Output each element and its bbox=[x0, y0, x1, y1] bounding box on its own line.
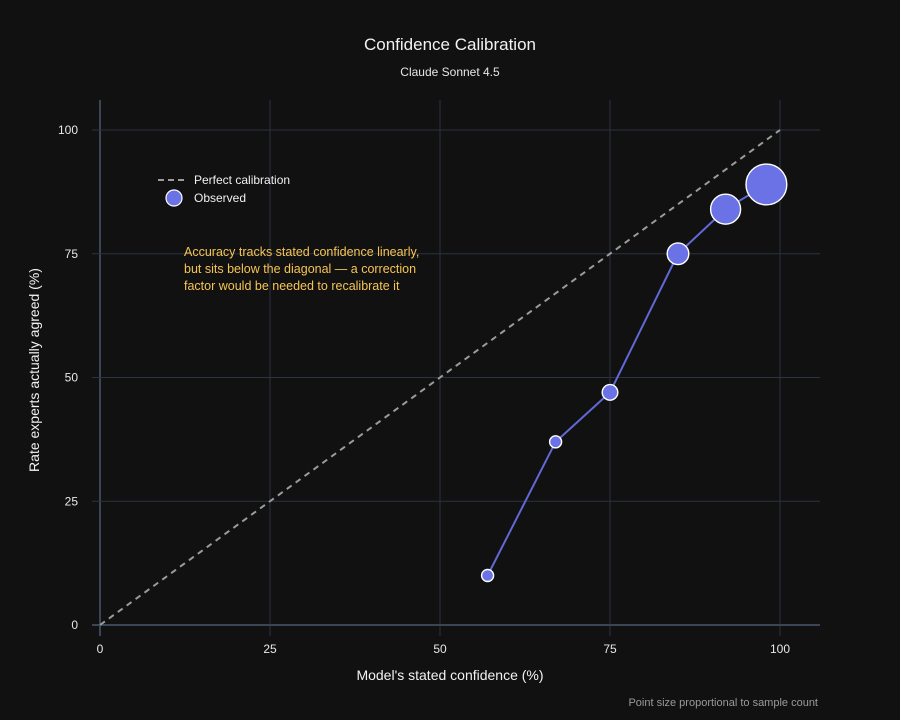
x-tick-label: 100 bbox=[770, 642, 790, 656]
legend-observed-swatch bbox=[165, 189, 183, 207]
legend-label-perfect: Perfect calibration bbox=[194, 173, 290, 187]
observed-point bbox=[745, 163, 788, 206]
x-tick-label: 50 bbox=[433, 642, 447, 656]
observed-point bbox=[709, 193, 742, 225]
legend: Perfect calibration Observed bbox=[158, 173, 290, 207]
observed-point bbox=[601, 383, 619, 401]
chart-title: Confidence Calibration bbox=[364, 35, 536, 54]
y-tick-label: 75 bbox=[65, 247, 79, 261]
annotation-line-2: but sits below the diagonal — a correcti… bbox=[184, 262, 416, 276]
footnote: Point size proportional to sample count bbox=[628, 697, 818, 709]
observed-point bbox=[666, 242, 690, 266]
annotation-line-3: factor would be needed to recalibrate it bbox=[184, 279, 400, 293]
legend-label-observed: Observed bbox=[194, 191, 246, 205]
observed-point bbox=[548, 435, 563, 449]
annotation: Accuracy tracks stated confidence linear… bbox=[184, 245, 419, 293]
chart-subtitle: Claude Sonnet 4.5 bbox=[400, 65, 500, 79]
y-tick-label: 100 bbox=[58, 123, 78, 137]
perfect-calibration-line bbox=[99, 129, 781, 626]
y-tick-label: 0 bbox=[71, 618, 78, 632]
x-tick-label: 0 bbox=[97, 642, 104, 656]
annotation-line-1: Accuracy tracks stated confidence linear… bbox=[184, 245, 419, 259]
y-tick-label: 25 bbox=[65, 494, 79, 508]
x-axis-title: Model's stated confidence (%) bbox=[356, 667, 543, 683]
grid bbox=[92, 100, 820, 636]
y-tick-label: 50 bbox=[65, 371, 79, 385]
observed-point bbox=[480, 568, 495, 583]
observed-line bbox=[486, 183, 767, 576]
y-axis-title: Rate experts actually agreed (%) bbox=[26, 268, 42, 472]
x-tick-label: 25 bbox=[263, 642, 277, 656]
series bbox=[99, 129, 788, 626]
x-tick-label: 75 bbox=[603, 642, 617, 656]
tick-labels: 0 25 50 75 100 0 25 50 75 100 bbox=[58, 123, 790, 656]
